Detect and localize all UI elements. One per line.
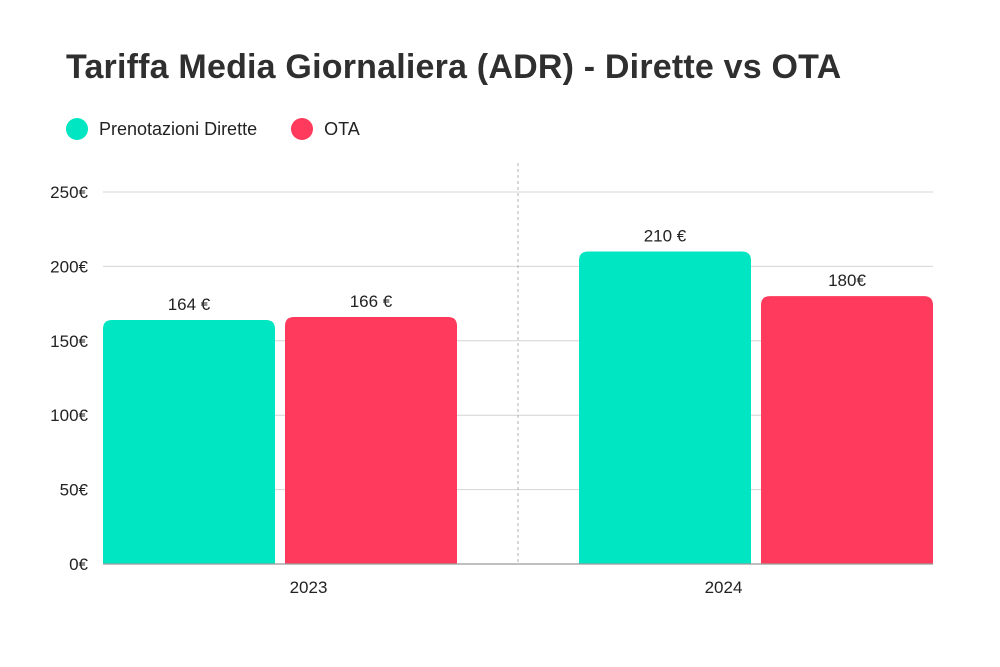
- data-label: 180€: [828, 271, 866, 290]
- legend-swatch-direct: [66, 118, 88, 140]
- chart-title: Tariffa Media Giornaliera (ADR) - Dirett…: [66, 48, 842, 86]
- legend-item-ota: OTA: [291, 118, 360, 140]
- legend: Prenotazioni Dirette OTA: [66, 118, 394, 140]
- bar-ota-2023: [285, 316, 457, 564]
- data-label: 210 €: [644, 227, 687, 246]
- legend-item-direct: Prenotazioni Dirette: [66, 118, 257, 140]
- y-tick-label: 50€: [60, 481, 89, 500]
- legend-swatch-ota: [291, 118, 314, 140]
- y-tick-label: 150€: [50, 332, 88, 351]
- legend-label-ota: OTA: [324, 118, 360, 139]
- data-label: 166 €: [350, 292, 393, 311]
- bar-direct-2024: [579, 251, 751, 564]
- y-tick-label: 0€: [69, 555, 88, 574]
- y-tick-label: 100€: [50, 406, 88, 425]
- y-tick-label: 250€: [50, 183, 88, 202]
- data-label: 164 €: [168, 295, 211, 314]
- legend-label-direct: Prenotazioni Dirette: [99, 118, 258, 139]
- y-tick-label: 200€: [50, 257, 88, 276]
- bar-ota-2024: [761, 296, 933, 564]
- x-tick-label: 2023: [290, 578, 328, 597]
- bar-direct-2023: [103, 319, 275, 564]
- x-tick-label: 2024: [705, 578, 743, 597]
